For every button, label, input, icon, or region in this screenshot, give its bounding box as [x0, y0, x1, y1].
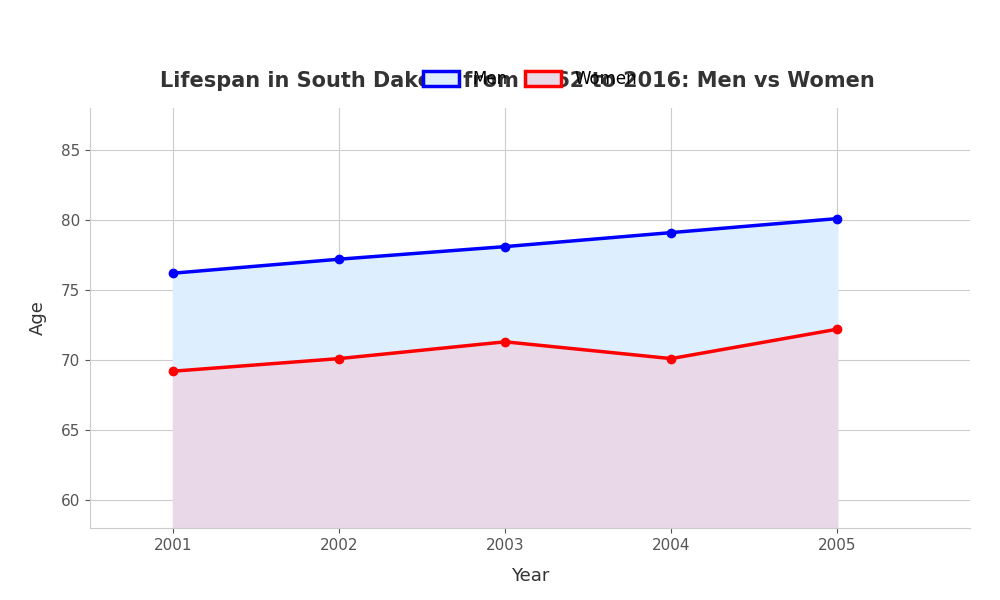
- Line: Women: Women: [169, 325, 841, 376]
- Women: [665, 355, 677, 362]
- Women: [167, 368, 179, 375]
- Line: Men: Men: [169, 214, 841, 277]
- Men: [499, 243, 511, 250]
- Women: [499, 338, 511, 346]
- Women: [831, 326, 843, 333]
- Men: [831, 215, 843, 222]
- Y-axis label: Age: Age: [29, 301, 47, 335]
- Men: [167, 269, 179, 277]
- Men: [665, 229, 677, 236]
- X-axis label: Year: Year: [511, 566, 549, 584]
- Legend: Men, Women: Men, Women: [414, 62, 646, 97]
- Women: [333, 355, 345, 362]
- Text: Lifespan in South Dakota from 1962 to 2016: Men vs Women: Lifespan in South Dakota from 1962 to 20…: [160, 71, 875, 91]
- Men: [333, 256, 345, 263]
